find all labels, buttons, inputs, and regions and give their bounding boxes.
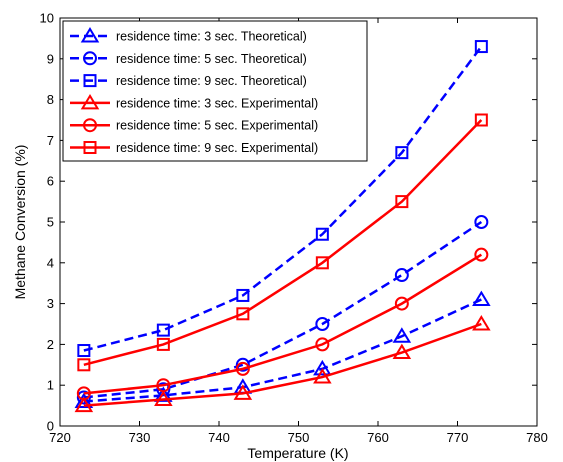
y-tick-label: 6 [47,174,54,189]
y-tick-label: 3 [47,296,54,311]
legend-entry: residence time: 9 sec. Theoretical) [70,74,307,88]
y-tick-label: 7 [47,133,54,148]
data-point [474,113,488,127]
data-point [154,390,173,406]
data-point [236,307,250,321]
data-point [474,247,489,262]
series-3 [77,40,488,358]
series-2 [76,215,489,405]
x-tick-label: 740 [208,430,230,445]
y-tick-label: 4 [47,255,54,270]
data-point [156,337,170,351]
data-point [474,40,488,54]
data-point [233,384,253,400]
data-point [76,386,91,401]
data-point [394,268,409,283]
data-point [315,227,329,241]
y-axis-label: Methane Conversion (%) [12,145,28,300]
x-tick-label: 720 [49,430,71,445]
data-point [77,344,91,358]
y-tick-label: 8 [47,92,54,107]
y-tick-label: 1 [47,378,54,393]
data-point [395,146,409,160]
data-series [74,40,491,413]
x-tick-label: 780 [526,430,548,445]
data-point [315,317,330,331]
axis-ticks: 720 730 740 750 760 770 780 0 1 2 3 4 5 6 7 8 9 10 [40,11,548,446]
legend-label: residence time: 9 sec. Theoretical) [116,74,307,88]
y-tick-label: 9 [47,51,54,66]
legend-swatch-marker [80,93,100,110]
data-point [235,357,250,372]
data-point [392,343,412,360]
x-tick-label: 760 [367,430,389,445]
legend-label: residence time: 3 sec. Experimental) [116,96,318,110]
data-point [472,290,491,307]
series-line [83,253,483,395]
data-point [392,327,412,343]
legend: residence time: 3 sec. Theoretical) resid… [62,20,368,162]
y-tick-label: 0 [47,419,54,434]
series-line [83,298,482,403]
x-tick-label: 730 [129,430,151,445]
data-point [315,337,330,352]
data-point [474,215,489,229]
data-point [74,396,94,413]
series-6 [77,113,488,372]
data-point [315,256,329,270]
legend-entry: residence time: 9 sec. Experimental) [70,141,318,155]
data-point [235,361,250,376]
legend-entry: residence time: 5 sec. Experimental) [70,118,318,133]
series-line [83,322,482,407]
legend-swatch-marker [80,27,100,43]
data-point [77,358,91,372]
legend-swatch-marker [83,74,97,88]
data-point [156,378,171,393]
legend-label: residence time: 5 sec. Experimental) [116,119,318,133]
series-line [83,45,483,352]
data-point [394,296,409,311]
x-tick-label: 750 [288,430,310,445]
data-point [313,368,332,384]
series-5 [76,247,489,401]
legend-label: residence time: 9 sec. Experimental) [116,141,318,155]
legend-entry: residence time: 5 sec. Theoretical) [70,51,307,66]
series-4 [74,315,491,413]
data-point [313,359,332,376]
x-axis-label: Temperature (K) [247,445,348,461]
data-point [472,315,491,331]
y-tick-label: 10 [40,11,54,26]
y-tick-label: 5 [47,215,54,230]
x-tick-label: 770 [447,430,469,445]
data-point [156,382,171,397]
legend-entry: residence time: 3 sec. Theoretical) [70,27,307,44]
data-point [236,288,250,302]
legend-swatch-marker [83,118,97,133]
legend-label: residence time: 3 sec. Theoretical) [116,30,307,44]
legend-swatch-marker [83,141,97,154]
y-tick-label: 2 [47,337,54,352]
legend-box [62,20,368,162]
legend-swatch-marker [83,51,97,66]
series-line [83,119,483,367]
legend-entry: residence time: 3 sec. Experimental) [70,93,318,110]
legend-label: residence time: 5 sec. Theoretical) [116,52,307,66]
data-point [395,195,409,209]
data-point [76,390,91,405]
data-point [156,323,170,337]
